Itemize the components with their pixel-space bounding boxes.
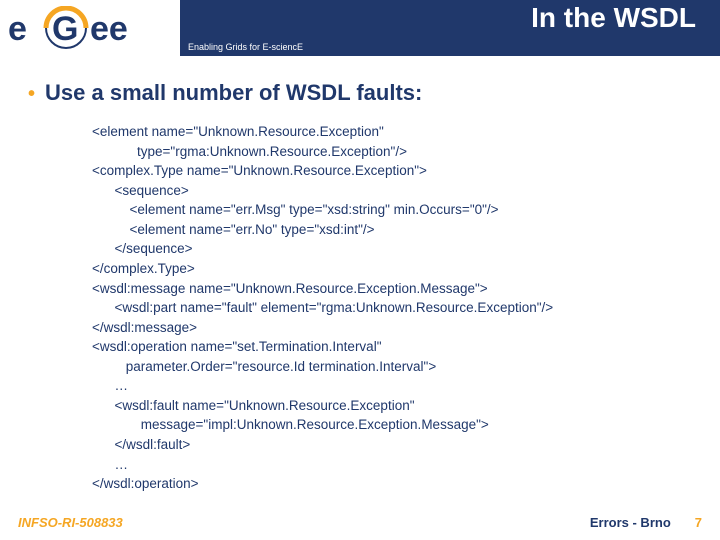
logo-area: e G ee	[0, 0, 180, 56]
page-number: 7	[695, 515, 702, 530]
bullet-marker: •	[28, 83, 35, 106]
content-heading: Use a small number of WSDL faults:	[45, 80, 422, 106]
slide-title: In the WSDL	[180, 0, 720, 34]
footer-right: Errors - Brno	[590, 515, 671, 530]
title-bar: In the WSDL Enabling Grids for E-sciencE	[180, 0, 720, 56]
bullet-row: • Use a small number of WSDL faults:	[28, 80, 700, 106]
slide-content: • Use a small number of WSDL faults: <el…	[0, 56, 720, 494]
slide-footer: INFSO-RI-508833 Errors - Brno 7	[0, 515, 720, 530]
slide-header: e G ee In the WSDL Enabling Grids for E-…	[0, 0, 720, 56]
egee-logo-icon: e G ee	[8, 6, 168, 50]
svg-text:ee: ee	[90, 10, 128, 48]
svg-text:G: G	[52, 10, 78, 48]
code-block: <element name="Unknown.Resource.Exceptio…	[28, 122, 700, 494]
svg-text:e: e	[8, 10, 27, 48]
footer-left: INFSO-RI-508833	[18, 515, 123, 530]
tagline: Enabling Grids for E-sciencE	[188, 42, 303, 52]
